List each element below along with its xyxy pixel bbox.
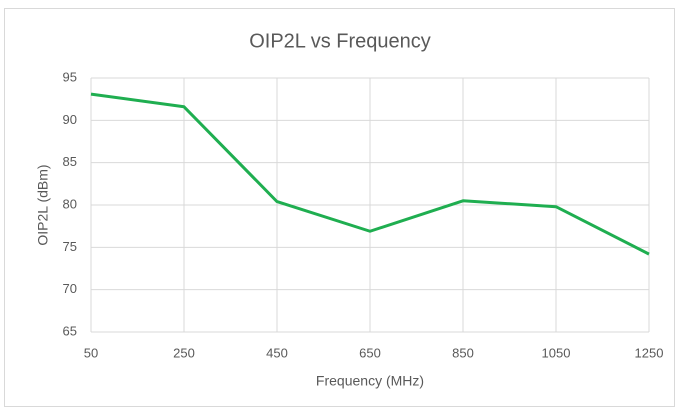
y-tick-label: 90 xyxy=(63,112,77,127)
y-axis-label: OIP2L (dBm) xyxy=(35,164,51,245)
chart-frame xyxy=(4,8,675,407)
y-tick-label: 85 xyxy=(63,154,77,169)
chart-title: OIP2L vs Frequency xyxy=(249,30,431,52)
y-tick-label: 70 xyxy=(63,281,77,296)
x-tick-label: 450 xyxy=(266,345,288,360)
y-tick-label: 65 xyxy=(63,323,77,338)
x-axis-label: Frequency (MHz) xyxy=(316,373,424,389)
y-tick-label: 80 xyxy=(63,196,77,211)
data-line xyxy=(90,92,650,256)
x-tick-label: 850 xyxy=(452,345,474,360)
x-tick-label: 1250 xyxy=(635,345,664,360)
x-tick-label: 250 xyxy=(173,345,195,360)
x-tick-label: 50 xyxy=(84,345,98,360)
x-tick-label: 1050 xyxy=(542,345,571,360)
y-tick-label: 75 xyxy=(63,239,77,254)
y-tick-label: 95 xyxy=(63,69,77,84)
x-tick-label: 650 xyxy=(359,345,381,360)
